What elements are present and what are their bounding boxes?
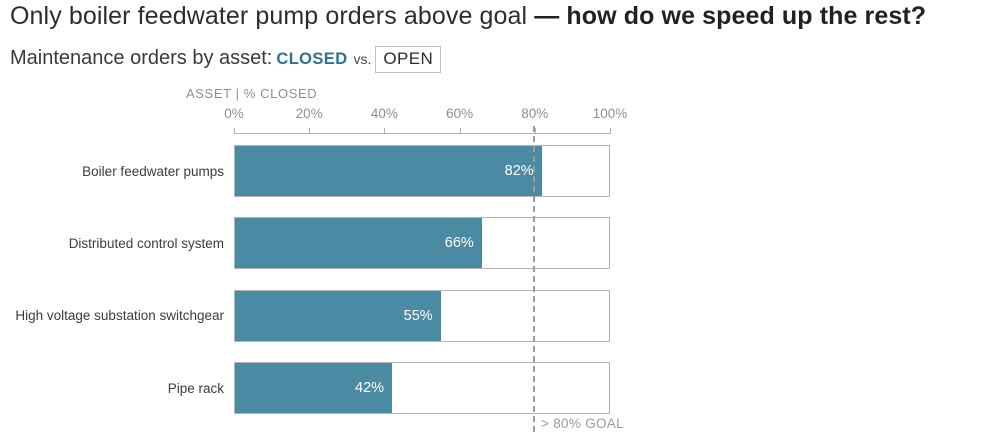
bar-track-open: 82% bbox=[234, 145, 610, 197]
x-axis-line bbox=[234, 133, 610, 134]
goal-threshold-line bbox=[533, 126, 535, 432]
x-tick-mark bbox=[234, 128, 235, 134]
bar-track-open: 66% bbox=[234, 217, 610, 270]
bar-fill-closed: 42% bbox=[235, 363, 393, 414]
bar-fill-closed: 66% bbox=[235, 218, 482, 269]
bar-row: Boiler feedwater pumps 82% bbox=[0, 145, 1000, 197]
page-title: Only boiler feedwater pump orders above … bbox=[10, 2, 926, 31]
category-label: Pipe rack bbox=[167, 380, 224, 396]
x-tick-label: 40% bbox=[370, 106, 398, 121]
subtitle-prefix: Maintenance orders by asset: bbox=[10, 47, 273, 69]
bar-row: High voltage substation switchgear 55% bbox=[0, 289, 1000, 342]
bar-value-label: 66% bbox=[444, 235, 474, 252]
x-tick-label: 0% bbox=[224, 106, 244, 121]
bar-value-label: 42% bbox=[355, 380, 385, 397]
category-label: High voltage substation switchgear bbox=[15, 308, 224, 324]
bar-track-open: 55% bbox=[234, 289, 610, 342]
bar-value-label: 82% bbox=[504, 163, 534, 179]
category-label: Distributed control system bbox=[68, 235, 224, 251]
title-emphasis: — how do we speed up the rest? bbox=[534, 2, 927, 30]
bar-row: Distributed control system 66% bbox=[0, 217, 1000, 270]
chart-subtitle: Maintenance orders by asset: CLOSED vs. OPE… bbox=[10, 46, 442, 73]
subtitle-vs-text: vs. bbox=[353, 51, 372, 67]
x-tick-label: 60% bbox=[446, 106, 474, 121]
x-tick-mark bbox=[534, 128, 536, 134]
x-tick-mark bbox=[459, 128, 461, 134]
axis-header-label: ASSET | % CLOSED bbox=[186, 86, 318, 101]
x-tick-label: 80% bbox=[521, 106, 549, 121]
legend-open-label: OPEN bbox=[375, 46, 442, 73]
bar-row: Pipe rack 42% bbox=[0, 362, 1000, 415]
goal-label: > 80% GOAL bbox=[541, 416, 624, 431]
bar-track-open: 42% bbox=[234, 362, 610, 415]
bar-value-label: 55% bbox=[403, 307, 433, 324]
x-tick-label: 20% bbox=[295, 106, 323, 121]
category-label: Boiler feedwater pumps bbox=[82, 163, 224, 179]
bar-fill-closed: 82% bbox=[235, 146, 542, 196]
x-tick-mark bbox=[309, 128, 311, 134]
x-tick-mark bbox=[384, 128, 386, 134]
bar-fill-closed: 55% bbox=[235, 290, 441, 341]
title-regular: Only boiler feedwater pump orders above … bbox=[10, 2, 535, 30]
x-tick-label: 100% bbox=[592, 106, 628, 121]
x-tick-mark bbox=[610, 128, 611, 134]
legend-closed-label: CLOSED bbox=[276, 50, 348, 68]
